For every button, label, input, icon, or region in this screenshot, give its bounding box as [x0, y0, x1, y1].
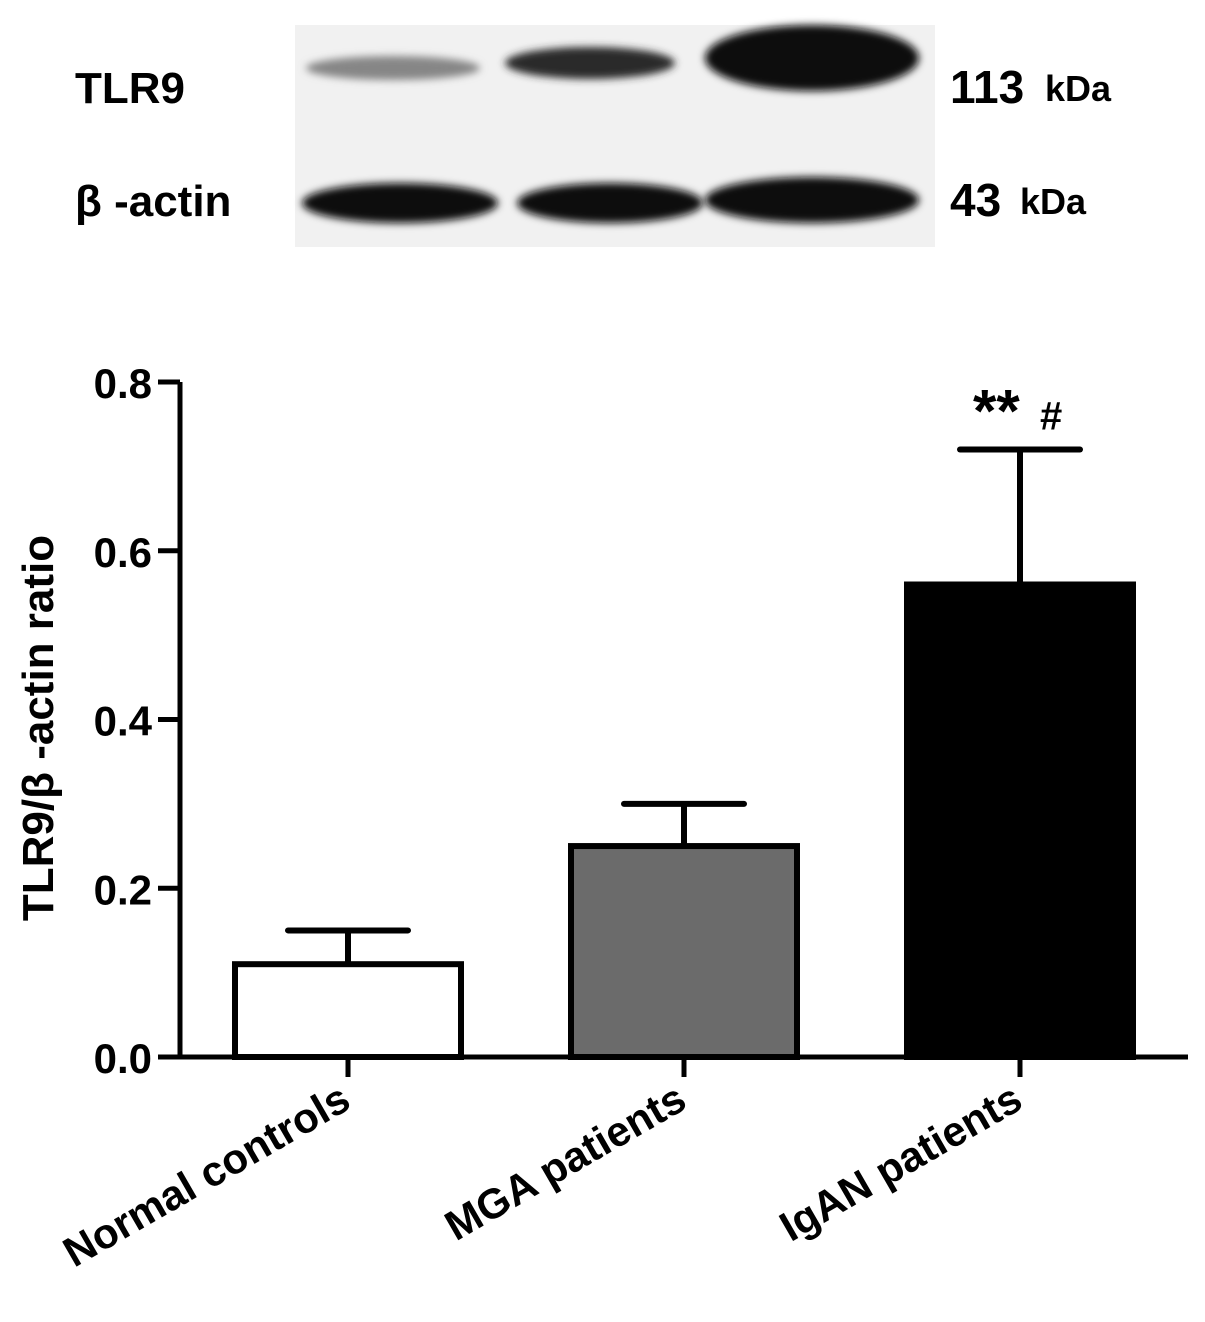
bar [232, 961, 464, 1060]
bars [232, 581, 1136, 1060]
blot-size-unit: kDa [1045, 68, 1112, 109]
bar [568, 843, 800, 1060]
blot-size-label-beta-actin: 43 kDa [950, 174, 1087, 226]
y-axis-label: TLR9/β -actin ratio [14, 535, 63, 921]
blot-band [705, 177, 919, 223]
blot-row-beta-actin-bands [302, 177, 919, 223]
significance-hash: # [1040, 395, 1062, 439]
x-tick-label: Normal controls [55, 1074, 357, 1276]
western-blot: TLR9 113 kDa β -actin 43 kDa [75, 25, 1112, 247]
blot-row-label-beta-actin: β -actin [75, 177, 231, 226]
bar-chart: Normal controls MGA patients IgAN patients… [14, 360, 1188, 1276]
blot-size-unit: kDa [1020, 181, 1087, 222]
tick-labels: Normal controls MGA patients IgAN patients… [55, 360, 1029, 1276]
y-tick-label: 0.2 [94, 866, 152, 913]
blot-size-label-tlr9: 113 kDa [950, 61, 1112, 113]
blot-size-value: 43 [950, 174, 1001, 226]
y-tick-label: 0.0 [94, 1035, 152, 1082]
blot-band [302, 183, 498, 223]
significance-stars: ** [973, 378, 1020, 445]
x-tick-label: IgAN patients [772, 1074, 1030, 1250]
bar [904, 581, 1136, 1060]
y-tick-label: 0.8 [94, 360, 152, 407]
blot-band [517, 183, 703, 223]
y-tick-label: 0.6 [94, 529, 152, 576]
annotations: ** # [973, 378, 1062, 445]
y-tick-label: 0.4 [94, 698, 153, 745]
x-tick-label: MGA patients [437, 1074, 694, 1249]
blot-band [705, 25, 919, 91]
blot-size-value: 113 [950, 61, 1024, 113]
blot-band [306, 56, 480, 80]
blot-band [505, 47, 675, 79]
axes [158, 379, 1188, 1077]
blot-row-label-tlr9: TLR9 [75, 64, 185, 113]
blot-row-tlr9-bands [306, 25, 919, 91]
error-bars [285, 446, 1083, 965]
